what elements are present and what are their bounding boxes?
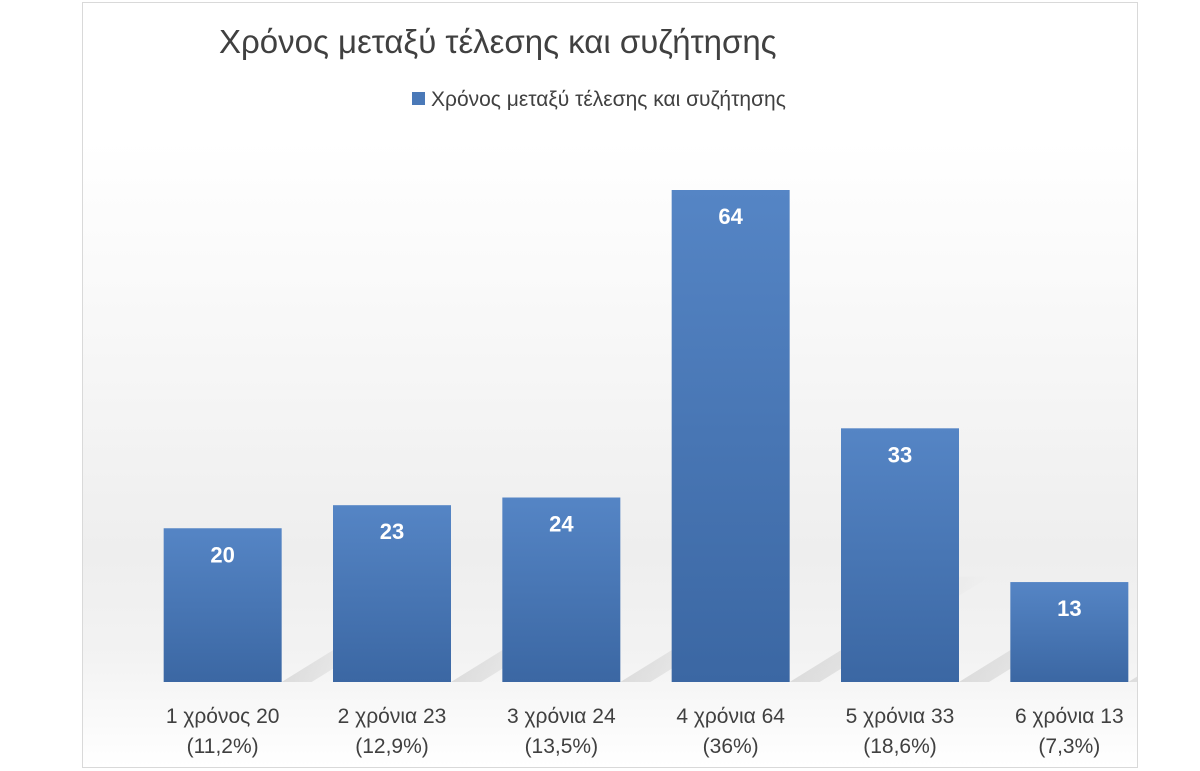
chart-frame: Χρόνος μεταξύ τέλεσης και συζήτησης Χρόν… (82, 2, 1138, 768)
bars (163, 190, 1129, 682)
value-labels: 20 23 24 64 33 13 (210, 204, 1081, 621)
bar (1010, 582, 1129, 682)
bar (333, 505, 451, 682)
legend-swatch (412, 92, 425, 105)
category-label: 4 χρόνια 64 (676, 705, 785, 728)
bar-value-label: 33 (888, 442, 912, 467)
chart-title: Χρόνος μεταξύ τέλεσης και συζήτησης (219, 23, 777, 60)
legend: Χρόνος μεταξύ τέλεσης και συζήτησης (412, 88, 786, 111)
category-label: 6 χρόνια 13 (1015, 705, 1124, 728)
bar-value-label: 64 (718, 204, 743, 229)
category-percent-label: (13,5%) (525, 735, 599, 758)
bar (841, 428, 959, 682)
bar (671, 190, 790, 682)
bar-value-label: 13 (1057, 596, 1081, 621)
bar (502, 497, 621, 682)
category-percent-label: (18,6%) (863, 735, 937, 758)
bar-value-label: 24 (549, 512, 574, 537)
bar-value-label: 23 (380, 519, 404, 544)
category-label: 2 χρόνια 23 (338, 705, 447, 728)
bar-shadow (1128, 676, 1137, 682)
bar-value-label: 20 (210, 542, 234, 567)
category-percent-label: (12,9%) (355, 735, 429, 758)
category-label: 3 χρόνια 24 (507, 705, 616, 728)
category-label: 1 χρόνος 20 (166, 705, 280, 728)
category-percent-label: (11,2%) (187, 735, 259, 758)
category-percent-label: (7,3%) (1038, 735, 1100, 758)
category-labels: 1 χρόνος 20 (11,2%) 2 χρόνια 23 (12,9%) 3 χρ… (166, 705, 1124, 758)
category-label: 5 χρόνια 33 (846, 705, 955, 728)
category-percent-label: (36%) (703, 735, 759, 758)
bar-chart: Χρόνος μεταξύ τέλεσης και συζήτησης Χρόν… (163, 23, 1137, 758)
bar (163, 528, 282, 682)
legend-label: Χρόνος μεταξύ τέλεσης και συζήτησης (431, 88, 786, 111)
